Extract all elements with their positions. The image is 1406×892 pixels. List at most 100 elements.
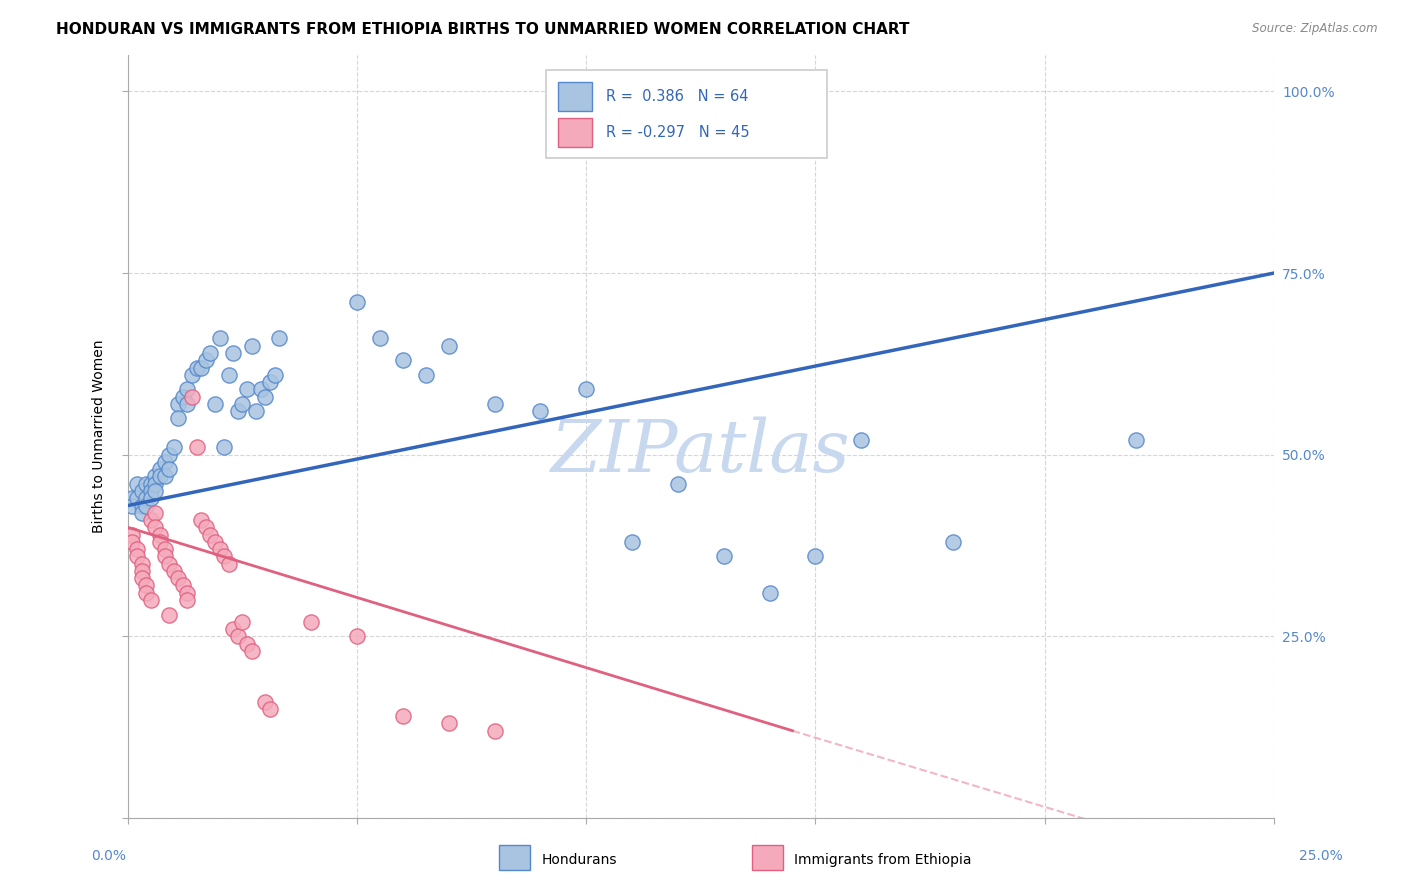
Point: [131, 557, 153, 571]
Point: [231, 615, 253, 629]
Point: [121, 534, 143, 549]
Point: [125, 491, 148, 506]
Point: [181, 368, 204, 382]
Point: [153, 455, 176, 469]
Point: [236, 636, 259, 650]
Point: [194, 520, 217, 534]
Point: [167, 397, 190, 411]
Point: [259, 702, 281, 716]
Point: [157, 607, 180, 622]
Point: [231, 397, 253, 411]
Point: [200, 527, 222, 541]
Point: [190, 513, 212, 527]
Point: [713, 549, 735, 564]
Point: [437, 339, 460, 353]
Point: [139, 491, 162, 506]
Point: [208, 542, 231, 557]
Point: [245, 404, 267, 418]
Point: [1125, 433, 1147, 447]
Point: [758, 585, 780, 599]
Point: [135, 585, 157, 599]
Point: [437, 716, 460, 731]
Text: Hondurans: Hondurans: [541, 853, 617, 867]
FancyBboxPatch shape: [546, 70, 827, 158]
Point: [143, 483, 166, 498]
Point: [163, 564, 186, 578]
Text: R =  0.386   N = 64: R = 0.386 N = 64: [606, 89, 748, 103]
Point: [346, 295, 368, 310]
Point: [176, 382, 198, 396]
Point: [157, 448, 180, 462]
Point: [190, 360, 212, 375]
Point: [143, 476, 166, 491]
Point: [149, 527, 172, 541]
Bar: [558, 118, 592, 146]
Point: [125, 476, 148, 491]
Point: [153, 469, 176, 483]
Point: [226, 404, 249, 418]
Point: [666, 476, 689, 491]
Point: [392, 709, 415, 723]
Point: [139, 476, 162, 491]
Point: [157, 462, 180, 476]
Point: [204, 397, 226, 411]
Point: [222, 346, 245, 360]
Point: [143, 506, 166, 520]
Point: [149, 469, 172, 483]
Point: [121, 527, 143, 541]
Point: [135, 578, 157, 592]
Point: [529, 404, 551, 418]
Point: [176, 585, 198, 599]
Point: [153, 542, 176, 557]
Point: [176, 593, 198, 607]
Point: [240, 339, 263, 353]
Point: [143, 520, 166, 534]
Point: [484, 397, 506, 411]
Point: [236, 382, 259, 396]
Point: [181, 390, 204, 404]
Point: [131, 564, 153, 578]
Point: [269, 331, 291, 345]
Point: [139, 593, 162, 607]
Point: [167, 571, 190, 585]
Point: [249, 382, 271, 396]
Y-axis label: Births to Unmarried Women: Births to Unmarried Women: [93, 340, 107, 533]
Point: [163, 441, 186, 455]
Point: [149, 462, 172, 476]
Text: R = -0.297   N = 45: R = -0.297 N = 45: [606, 125, 749, 140]
Point: [121, 491, 143, 506]
Point: [149, 534, 172, 549]
Point: [240, 644, 263, 658]
Point: [208, 331, 231, 345]
Point: [157, 557, 180, 571]
Point: [135, 499, 157, 513]
Point: [212, 549, 235, 564]
Text: 25.0%: 25.0%: [1299, 849, 1343, 863]
Point: [218, 557, 240, 571]
Point: [392, 353, 415, 368]
Text: 0.0%: 0.0%: [91, 849, 127, 863]
Point: [484, 723, 506, 738]
Point: [804, 549, 827, 564]
Text: Source: ZipAtlas.com: Source: ZipAtlas.com: [1253, 22, 1378, 36]
Point: [139, 513, 162, 527]
Point: [139, 483, 162, 498]
Point: [299, 615, 322, 629]
Point: [254, 390, 277, 404]
Point: [125, 542, 148, 557]
Point: [135, 491, 157, 506]
Point: [135, 476, 157, 491]
Point: [621, 534, 644, 549]
Point: [942, 534, 965, 549]
Point: [131, 483, 153, 498]
Point: [259, 375, 281, 389]
Point: [218, 368, 240, 382]
Point: [346, 629, 368, 643]
Point: [176, 397, 198, 411]
Point: [415, 368, 437, 382]
Point: [186, 441, 208, 455]
Text: HONDURAN VS IMMIGRANTS FROM ETHIOPIA BIRTHS TO UNMARRIED WOMEN CORRELATION CHART: HONDURAN VS IMMIGRANTS FROM ETHIOPIA BIR…: [56, 22, 910, 37]
Point: [263, 368, 285, 382]
Point: [143, 469, 166, 483]
Point: [212, 441, 235, 455]
